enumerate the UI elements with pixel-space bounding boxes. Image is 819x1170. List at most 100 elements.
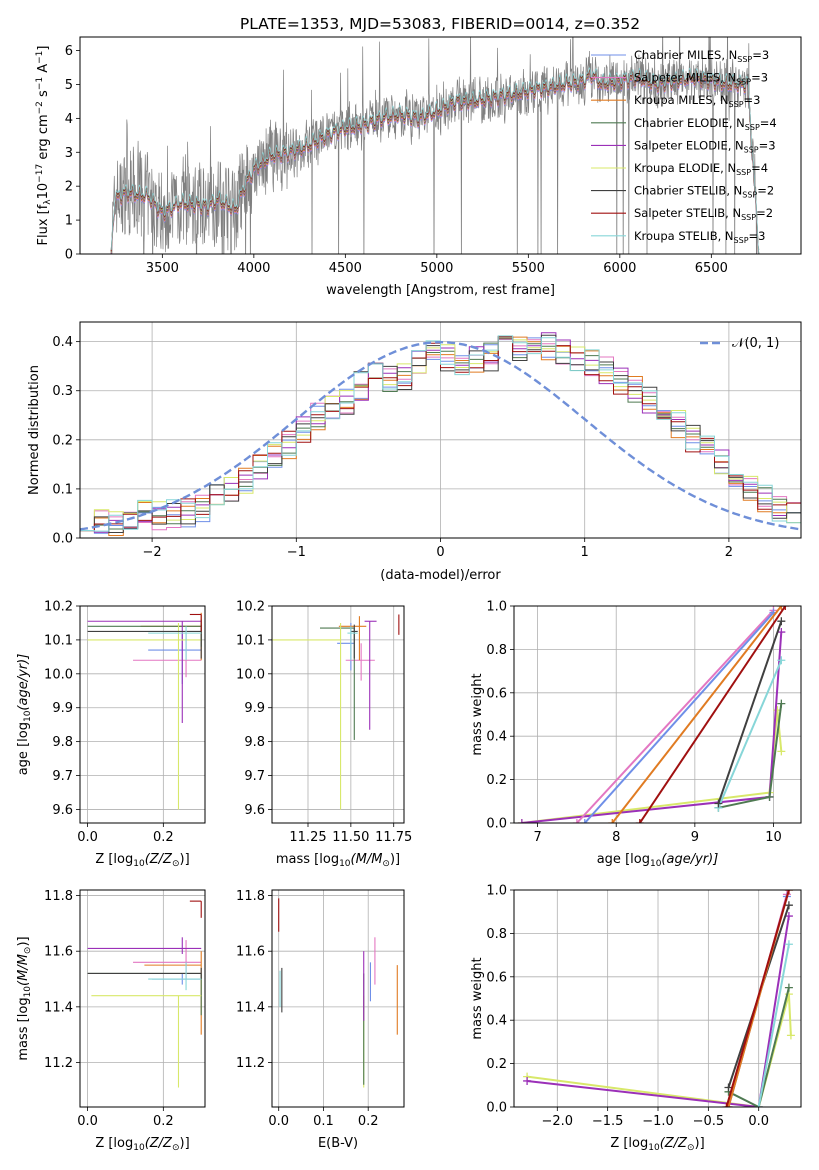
legend-entry-suffix: =2: [756, 206, 773, 220]
y-tick-label: 9.9: [244, 701, 265, 716]
axes-frame: [79, 605, 206, 824]
y-axis-label-part: 10: [23, 986, 33, 998]
data-point-salpeter-elodie: [87, 937, 202, 954]
plus-marker: [635, 819, 644, 823]
y-tick-label: 0.0: [486, 1101, 507, 1116]
x-tick-label: 0.2: [153, 1114, 174, 1129]
x-axis-label-part: ⊙: [687, 1143, 695, 1153]
y-tick-label: 0: [65, 248, 73, 263]
y-tick-label: 0.3: [52, 384, 73, 399]
legend-entry-suffix: =3: [759, 138, 776, 152]
series-line: [757, 944, 790, 1107]
legend-entry-name: Salpeter ELODIE, N: [634, 138, 744, 152]
data-point-kroupa-elodie: [91, 995, 202, 1088]
x-axis-label-part: 10: [133, 1143, 145, 1153]
y-tick-label: 11.6: [236, 945, 265, 960]
data-point-salpeter-stelib: [189, 900, 202, 918]
data-point-salpeter-stelib: [189, 613, 202, 632]
plus-marker: [777, 747, 786, 756]
y-axis-label-part: mass [log: [16, 997, 31, 1060]
y-tick-label: 11.2: [236, 1056, 265, 1071]
y-tick-label: 9.6: [244, 803, 265, 818]
plus-marker: [580, 819, 589, 823]
weight_vs_z-axes: −2.0 −1.5 −1.0 −0.5 0.0 0.0 0.2 0.4 0.6 0.8 1.0 Z […: [470, 884, 802, 1153]
x-tick-label: 4500: [329, 261, 362, 276]
histogram-kroupa-stelib: [80, 335, 801, 532]
model-line-kroupa-stelib: [110, 67, 760, 254]
x-axis-label-part: Z [log: [610, 1136, 648, 1151]
x-axis-label: wavelength [Angstrom, rest frame]: [326, 283, 555, 298]
legend-entry: Chabrier MILES, NSSP=3: [634, 48, 769, 64]
plus-marker: [786, 1031, 795, 1040]
legend-entry-sub: SSP: [736, 168, 751, 177]
legend-entry-name: Kroupa STELIB, N: [634, 229, 734, 243]
y-tick-label: 1.0: [486, 884, 507, 899]
plus-marker: [784, 901, 793, 910]
legend-entry: Chabrier STELIB, NSSP=2: [634, 184, 774, 200]
x-axis-label-part: )]: [390, 852, 400, 867]
plus-marker: [784, 983, 793, 992]
y-tick-label: 0.0: [486, 817, 507, 832]
legend-entry-suffix: =4: [760, 116, 777, 130]
y-tick-label: 0.0: [52, 532, 73, 547]
y-tick-label: 9.6: [52, 803, 73, 818]
mass_vs_ebv-marks: [278, 898, 398, 1088]
data-point-kroupa-miles: [140, 612, 202, 661]
y-tick-label: 11.6: [44, 945, 73, 960]
x-axis-label-part: age [log: [597, 852, 650, 867]
x-axis-label-part: Z [log: [95, 852, 133, 867]
y-tick-label: 0.4: [486, 1014, 507, 1029]
x-tick-label: 0.2: [153, 830, 174, 845]
y-tick-label: 11.8: [44, 889, 73, 904]
series-chabrier-stelib: [714, 617, 786, 808]
plus-marker: [777, 617, 786, 626]
axes-frame: [79, 321, 802, 539]
legend-entry: Salpeter STELIB, NSSP=2: [634, 206, 773, 222]
x-axis-label-part: (M/M: [351, 852, 383, 867]
x-axis-label-part: ⊙: [382, 859, 390, 869]
x-axis-label: mass [log10(M/M⊙)]: [276, 852, 400, 869]
y-tick-label: 4: [65, 112, 73, 127]
x-tick-label: −1: [287, 545, 306, 560]
x-axis-label: Z [log10(Z/Z⊙)]: [95, 1136, 189, 1153]
x-axis-label-part: (age/yr)]: [661, 852, 718, 867]
axes-frame: [513, 605, 802, 824]
data-point-chabrier-stelib: [87, 624, 202, 659]
x-axis-label-part: mass [log: [276, 852, 339, 867]
y-axis-label-part: 10: [36, 183, 51, 200]
y-axis-label-part: −17: [35, 164, 45, 183]
data-point-kroupa-elodie: [272, 622, 342, 810]
x-tick-label: 0: [436, 545, 444, 560]
x-tick-label: −2.0: [542, 1114, 574, 1129]
y-axis-label-part: −2: [35, 101, 45, 114]
series-line: [576, 609, 775, 823]
y-tick-label: 9.7: [244, 769, 265, 784]
y-tick-label: 10.0: [44, 667, 73, 682]
axes-frame: [271, 889, 405, 1108]
x-axis-label-part: (Z/Z: [660, 1136, 688, 1151]
y-tick-label: 0.8: [486, 643, 507, 658]
y-axis-label: Normed distribution: [27, 365, 42, 495]
plus-marker: [777, 699, 786, 708]
legend-entry-name: Salpeter STELIB, N: [634, 206, 741, 220]
data-point-chabrier-miles: [337, 622, 355, 671]
x-tick-label: 11.50: [332, 830, 369, 845]
x-tick-label: 6500: [695, 261, 728, 276]
data-point-salpeter-elodie: [364, 620, 377, 730]
y-axis-label-part: (M/M: [16, 954, 31, 986]
plus-marker: [784, 940, 793, 949]
plus-marker: [523, 1076, 532, 1085]
y-tick-label: 0.4: [486, 730, 507, 745]
plus-marker: [781, 606, 790, 610]
y-axis-label-part: )]: [16, 936, 31, 946]
x-axis-label-part: Z [log: [95, 1136, 133, 1151]
legend-entry-sub: SSP: [742, 191, 757, 200]
plus-marker: [765, 792, 774, 801]
y-tick-label: 10.2: [44, 600, 73, 615]
mass_vs_z-axes: 0.0 0.211.211.411.611.8Z [log10(Z/Z⊙)]mas…: [16, 889, 206, 1153]
x-axis-label: age [log10(age/yr)]: [597, 852, 719, 869]
x-tick-label: 0.0: [748, 1114, 769, 1129]
x-tick-label: 7: [533, 830, 541, 845]
plus-marker: [754, 1103, 763, 1107]
x-axis-label-part: 10: [339, 859, 351, 869]
